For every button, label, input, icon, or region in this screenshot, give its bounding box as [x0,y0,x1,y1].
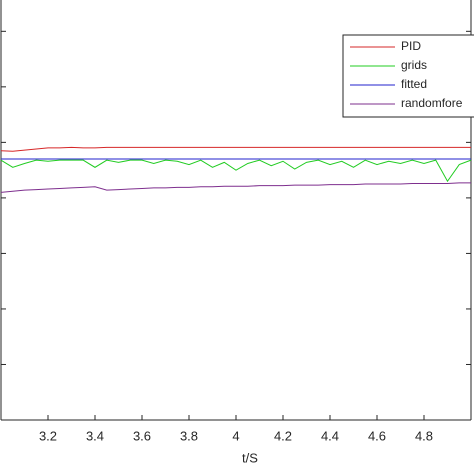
legend-label: PID [401,39,421,53]
x-tick-label: 4.4 [321,428,339,443]
x-tick-label: 3.6 [133,428,151,443]
legend-box [342,34,474,118]
x-tick-label: 3.8 [180,428,198,443]
legend: PID grids fitted randomfore [342,34,474,118]
series-line [0,146,471,152]
x-tick-label: 4 [232,428,239,443]
x-tick-label: 3.2 [39,428,57,443]
x-tick-label: 4.8 [415,428,433,443]
legend-label: grids [401,58,427,72]
legend-label: fitted [401,77,427,91]
x-tick-label: 4.6 [368,428,386,443]
x-axis-label: t/S [242,450,258,465]
series-line [0,159,472,183]
x-tick-label: 4.2 [274,428,292,443]
legend-label: randomfore [401,96,463,110]
series-line [0,182,471,193]
x-tick-label: 3.4 [86,428,104,443]
